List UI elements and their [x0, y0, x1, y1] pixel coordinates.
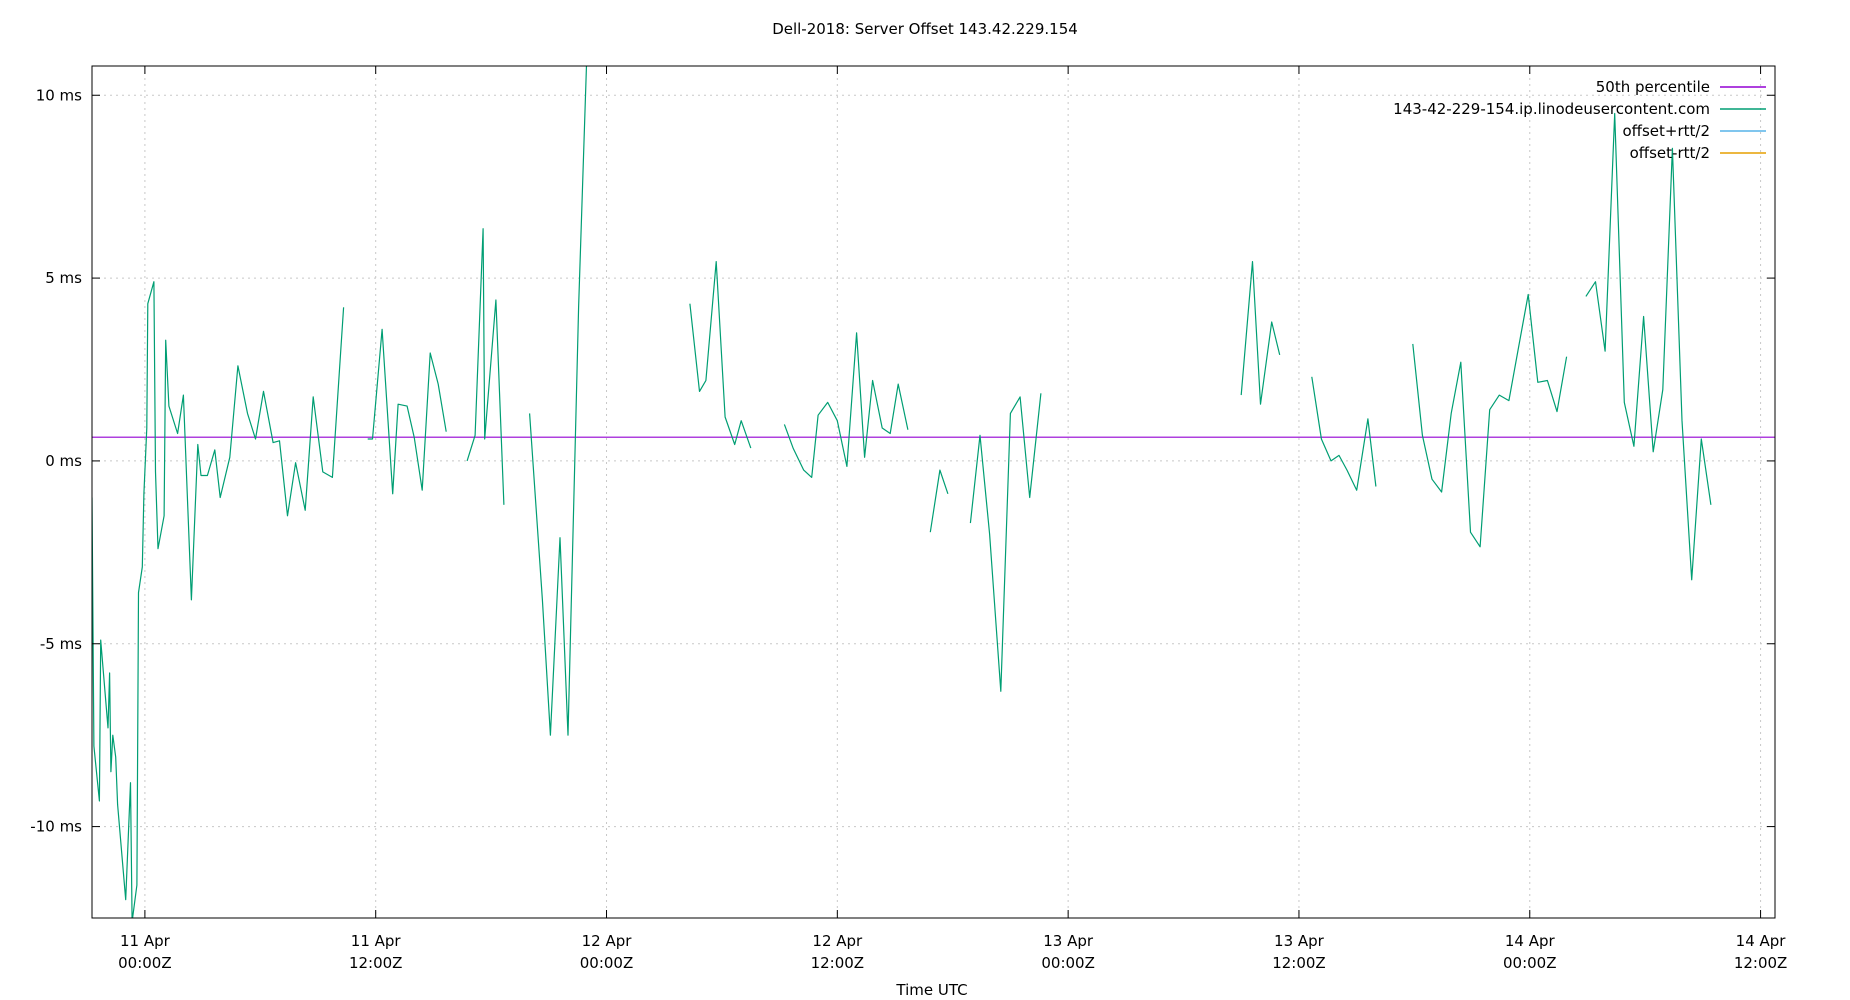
x-tick-label-date: 11 Apr	[120, 932, 171, 950]
legend: 50th percentile 143-42-229-154.ip.linodeu…	[1393, 78, 1766, 162]
x-tick-label-date: 12 Apr	[582, 932, 633, 950]
legend-label: 143-42-229-154.ip.linodeusercontent.com	[1393, 100, 1710, 118]
series-line-143-42-229-154-ip-linodeusercontent-com	[689, 261, 752, 449]
legend-label: 50th percentile	[1596, 78, 1710, 96]
series-line-143-42-229-154-ip-linodeusercontent-com	[1240, 261, 1281, 405]
x-tick-label-time: 00:00Z	[1041, 954, 1095, 972]
x-tick-label-date: 11 Apr	[351, 932, 402, 950]
series-line-143-42-229-154-ip-linodeusercontent-com	[969, 393, 1042, 692]
grid-lines	[92, 66, 1775, 918]
x-tick-label-date: 12 Apr	[812, 932, 863, 950]
x-tick-label-date: 14 Apr	[1736, 932, 1787, 950]
x-tick-label-date: 14 Apr	[1505, 932, 1556, 950]
x-tick-label-time: 00:00Z	[118, 954, 172, 972]
x-tick-label-date: 13 Apr	[1274, 932, 1325, 950]
series-line-143-42-229-154-ip-linodeusercontent-com	[466, 228, 505, 505]
x-tick-label-time: 12:00Z	[1734, 954, 1788, 972]
series-line-143-42-229-154-ip-linodeusercontent-com	[92, 281, 345, 918]
y-tick-label: 5 ms	[45, 269, 82, 287]
series-line-143-42-229-154-ip-linodeusercontent-com	[367, 328, 447, 495]
series-line-143-42-229-154-ip-linodeusercontent-com	[1585, 112, 1712, 581]
plot-frame	[91, 65, 1776, 919]
y-tick-label: -10 ms	[30, 818, 82, 836]
x-axis-label: Time UTC	[895, 981, 967, 999]
series-line-143-42-229-154-ip-linodeusercontent-com	[1412, 293, 1568, 548]
series-line-143-42-229-154-ip-linodeusercontent-com	[529, 66, 588, 736]
axis-ticks: 10 ms 5 ms 0 ms -5 ms -10 ms 11 Apr 00:00Z 11 A…	[30, 66, 1787, 972]
series-line-143-42-229-154-ip-linodeusercontent-com	[929, 469, 949, 533]
series-line-143-42-229-154-ip-linodeusercontent-com	[783, 332, 909, 478]
x-tick-label-time: 12:00Z	[1272, 954, 1326, 972]
x-tick-label-time: 00:00Z	[1503, 954, 1557, 972]
legend-label: offset-rtt/2	[1630, 144, 1710, 162]
x-tick-label-time: 12:00Z	[349, 954, 403, 972]
chart-title: Dell-2018: Server Offset 143.42.229.154	[772, 20, 1078, 38]
y-tick-label: -5 ms	[40, 635, 82, 653]
series-layer	[92, 66, 1775, 918]
y-tick-label: 0 ms	[45, 452, 82, 470]
y-tick-label: 10 ms	[36, 86, 82, 104]
series-line-143-42-229-154-ip-linodeusercontent-com	[1311, 376, 1377, 491]
x-tick-label-date: 13 Apr	[1043, 932, 1094, 950]
x-tick-label-time: 00:00Z	[580, 954, 634, 972]
legend-label: offset+rtt/2	[1622, 122, 1710, 140]
x-tick-label-time: 12:00Z	[811, 954, 865, 972]
